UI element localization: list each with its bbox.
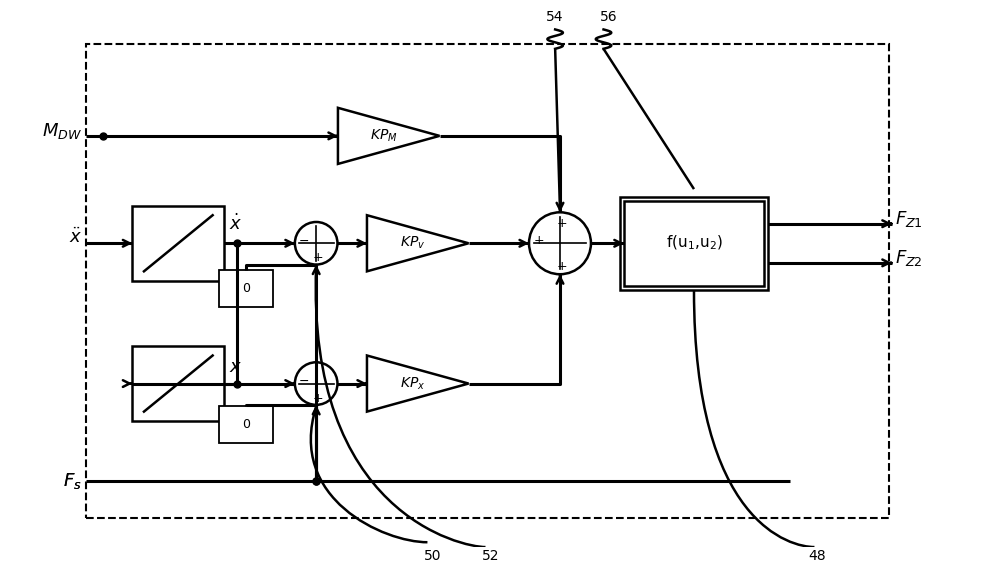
Text: $+$: $+$ (556, 217, 568, 231)
Text: 52: 52 (482, 549, 499, 563)
Text: $+$: $+$ (312, 252, 324, 265)
Text: $+$: $+$ (533, 234, 544, 247)
Text: $KP_v$: $KP_v$ (400, 235, 426, 252)
Bar (219, 406, 273, 443)
Text: $F_s$: $F_s$ (63, 472, 82, 491)
Text: $KP_x$: $KP_x$ (400, 376, 426, 392)
Bar (624, 201, 764, 286)
Text: f(u$_1$,u$_2$): f(u$_1$,u$_2$) (666, 234, 722, 253)
Text: $F_{Z2}$: $F_{Z2}$ (895, 248, 922, 268)
Circle shape (295, 222, 337, 265)
Text: $\dot{x}$: $\dot{x}$ (229, 213, 242, 233)
Bar (219, 270, 273, 307)
Text: 48: 48 (809, 549, 826, 563)
Text: 0: 0 (242, 418, 250, 431)
Text: $+$: $+$ (312, 391, 324, 404)
Bar (86, 44, 889, 518)
Text: 56: 56 (600, 10, 617, 24)
Text: $KP_M$: $KP_M$ (370, 127, 398, 144)
Text: $F_{Z1}$: $F_{Z1}$ (895, 209, 923, 229)
Bar (132, 346, 224, 421)
Bar (620, 197, 768, 290)
Text: $-$: $-$ (298, 374, 309, 387)
Text: $\ddot{x}$: $\ddot{x}$ (69, 228, 82, 247)
Text: 50: 50 (424, 549, 441, 563)
Text: 0: 0 (242, 282, 250, 295)
Circle shape (295, 362, 337, 405)
Text: $M_{DW}$: $M_{DW}$ (42, 121, 82, 141)
Polygon shape (338, 108, 440, 164)
Polygon shape (367, 355, 469, 412)
Circle shape (529, 212, 591, 274)
Text: $x$: $x$ (229, 358, 242, 376)
Bar (132, 205, 224, 281)
Text: $-$: $-$ (298, 234, 309, 247)
Text: $+$: $+$ (556, 260, 568, 273)
Text: 54: 54 (546, 10, 564, 24)
Text: $F_s$: $F_s$ (63, 472, 82, 491)
Polygon shape (367, 215, 469, 271)
